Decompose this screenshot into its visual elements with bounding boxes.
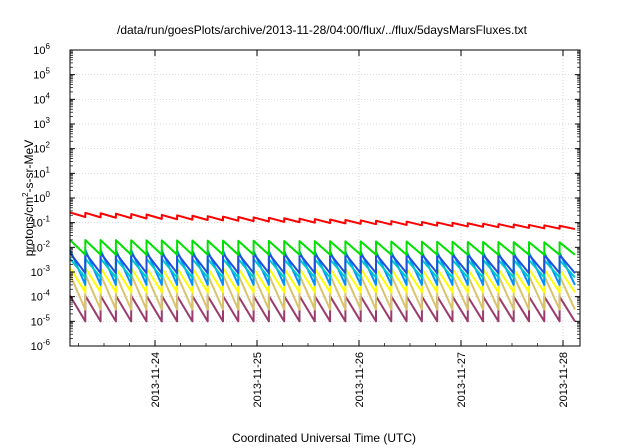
y-tick-label: 101 — [33, 165, 50, 180]
y-tick-label-base: 10 — [31, 341, 43, 353]
y-axis-label-rest: -s-sr-MeV — [22, 140, 36, 193]
y-tick-label-base: 10 — [33, 168, 45, 180]
chart-title: /data/run/goesPlots/archive/2013-11-28/0… — [117, 23, 528, 37]
y-tick-label-exp: -3 — [43, 264, 51, 273]
x-axis: 2013-11-24 2013-11-25 2013-11-26 2013-11-27… — [78, 50, 570, 407]
y-tick-label: 10-1 — [31, 215, 51, 230]
series-line — [69, 257, 576, 279]
y-tick-label-exp: 3 — [46, 116, 51, 125]
y-tick-label-exp: 5 — [46, 67, 51, 76]
x-tick-label: 2013-11-25 — [252, 352, 264, 407]
y-tick-label: 100 — [33, 190, 50, 205]
y-tick-label: 10-2 — [31, 239, 51, 254]
y-axis: 10-610-510-410-310-210-11001011021031041… — [31, 42, 580, 353]
y-tick-label-exp: -2 — [43, 239, 51, 248]
y-tick-label: 10-6 — [31, 338, 51, 353]
y-tick-label-base: 10 — [33, 45, 45, 57]
y-tick-label-base: 10 — [31, 267, 43, 279]
y-tick-label-exp: 1 — [46, 165, 51, 174]
y-tick-label: 10-3 — [31, 264, 51, 279]
series-line — [69, 273, 576, 311]
x-tick-label: 2013-11-26 — [354, 352, 366, 407]
series-lines — [69, 211, 576, 323]
series-line — [69, 294, 576, 323]
x-tick-label: 2013-11-24 — [150, 352, 162, 407]
y-tick-label-exp: 2 — [46, 141, 51, 150]
y-tick-label-base: 10 — [33, 94, 45, 106]
x-tick-label: 2013-11-28 — [558, 352, 570, 407]
x-tick-label: 2013-11-27 — [456, 352, 468, 407]
y-tick-label-base: 10 — [31, 218, 43, 230]
series-line — [69, 251, 576, 275]
y-tick-label-base: 10 — [33, 119, 45, 131]
y-tick-label-exp: 4 — [46, 91, 51, 100]
y-tick-label: 10-5 — [31, 313, 51, 328]
y-tick-label-exp: -6 — [43, 338, 51, 347]
y-tick-label-exp: -5 — [43, 313, 51, 322]
series-line — [69, 211, 576, 231]
y-tick-label-base: 10 — [31, 316, 43, 328]
y-axis-label-main: protons/cm — [22, 197, 36, 256]
y-tick-label: 102 — [33, 141, 50, 156]
y-axis-label-sup: 2 — [21, 192, 30, 197]
y-tick-label: 106 — [33, 42, 50, 57]
y-tick-label-base: 10 — [33, 70, 45, 82]
y-axis-label: protons/cm2-s-sr-MeV — [21, 140, 36, 256]
series-line — [69, 238, 576, 256]
y-tick-label-base: 10 — [33, 193, 45, 205]
y-tick-label: 103 — [33, 116, 50, 131]
y-tick-label: 105 — [33, 67, 50, 82]
y-tick-label-base: 10 — [33, 144, 45, 156]
y-tick-label-exp: -1 — [43, 215, 51, 224]
y-tick-label-exp: 0 — [46, 190, 51, 199]
y-tick-label-exp: 6 — [46, 42, 51, 51]
series-line — [69, 266, 576, 294]
y-tick-label-base: 10 — [31, 242, 43, 254]
y-tick-label: 10-4 — [31, 289, 51, 304]
y-tick-label-base: 10 — [31, 292, 43, 304]
x-axis-label: Coordinated Universal Time (UTC) — [232, 431, 416, 445]
y-tick-label-exp: -4 — [43, 289, 51, 298]
y-tick-label: 104 — [33, 91, 50, 106]
